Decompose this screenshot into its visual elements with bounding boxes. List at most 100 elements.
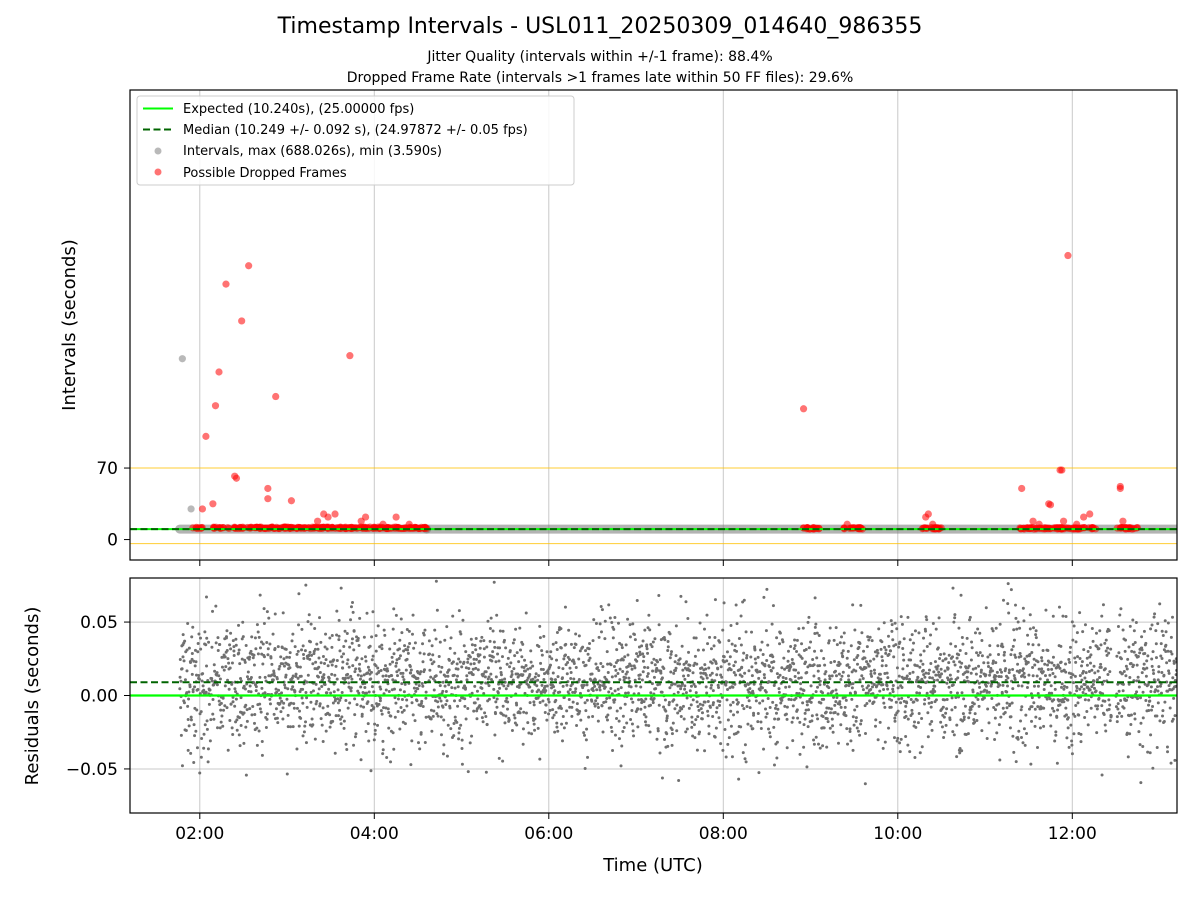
residual-point xyxy=(280,646,284,650)
residual-point xyxy=(956,676,960,680)
legend: Expected (10.240s), (25.00000 fps) Media… xyxy=(136,95,575,186)
residual-point xyxy=(402,649,406,653)
residual-point xyxy=(522,665,526,669)
residual-point xyxy=(514,627,518,631)
residual-point xyxy=(1091,639,1095,643)
residual-point xyxy=(1079,740,1083,744)
residual-point xyxy=(709,683,713,687)
residual-point xyxy=(1026,660,1030,664)
residual-point xyxy=(792,646,796,650)
residual-point xyxy=(573,690,577,694)
residual-point xyxy=(402,678,406,682)
residual-point xyxy=(834,626,838,630)
residual-point xyxy=(1105,653,1109,657)
residual-point xyxy=(290,687,294,691)
residual-point xyxy=(678,662,682,666)
residual-point xyxy=(305,696,309,700)
residual-point xyxy=(840,674,844,678)
residual-point xyxy=(530,732,534,736)
residual-point xyxy=(496,652,500,656)
residual-point xyxy=(467,666,471,670)
residual-point xyxy=(492,580,496,584)
residual-point xyxy=(703,700,707,704)
residual-point xyxy=(300,648,304,652)
residual-point xyxy=(801,701,805,705)
residual-point xyxy=(692,723,696,727)
residual-point xyxy=(1023,675,1027,679)
residual-point xyxy=(523,691,527,695)
residual-point xyxy=(380,712,384,716)
residual-point xyxy=(916,676,920,680)
residual-point xyxy=(350,637,354,641)
residual-point xyxy=(393,696,397,700)
residual-point xyxy=(201,672,205,676)
residual-point xyxy=(1009,588,1013,592)
residual-point xyxy=(638,673,642,677)
residual-point xyxy=(851,682,855,686)
residual-point xyxy=(320,685,324,689)
residual-point xyxy=(629,685,633,689)
residual-point xyxy=(424,696,428,700)
residual-point xyxy=(750,674,754,678)
dropped-frame-point xyxy=(287,497,296,505)
dropped-frame-point xyxy=(1080,523,1088,532)
residual-point xyxy=(951,683,955,687)
residual-point xyxy=(968,615,972,619)
residual-point xyxy=(827,686,831,690)
residual-point xyxy=(924,629,928,633)
residual-point xyxy=(729,724,733,728)
residual-point xyxy=(756,711,760,715)
dropped-frame-point xyxy=(1119,517,1127,525)
residual-point xyxy=(1136,697,1140,701)
residual-point xyxy=(358,616,362,620)
residual-point xyxy=(398,727,402,731)
residual-point xyxy=(901,653,905,657)
residual-point xyxy=(197,673,201,677)
residual-point xyxy=(560,739,564,743)
residual-point xyxy=(578,691,582,695)
residual-point xyxy=(643,628,647,632)
residual-point xyxy=(971,667,975,671)
residual-point xyxy=(793,644,797,648)
residual-point xyxy=(274,707,278,711)
residual-point xyxy=(840,651,844,655)
residual-point xyxy=(574,643,578,647)
residual-point xyxy=(508,665,512,669)
residual-point xyxy=(655,668,659,672)
residual-point xyxy=(450,686,454,690)
residual-point xyxy=(564,663,568,667)
residual-point xyxy=(641,659,645,663)
residual-point xyxy=(253,713,257,717)
residual-point xyxy=(1062,684,1066,688)
dropped-frame-point xyxy=(198,505,207,513)
residual-point xyxy=(528,673,532,677)
residual-point xyxy=(1061,614,1065,618)
residual-point xyxy=(748,706,752,710)
residual-point xyxy=(640,644,644,648)
residual-point xyxy=(785,717,789,721)
subtitle-jitter-quality: Jitter Quality (intervals within +/-1 fr… xyxy=(427,49,773,65)
residual-point xyxy=(206,747,210,751)
residual-point xyxy=(988,673,992,677)
residual-point xyxy=(612,627,616,631)
residual-point xyxy=(919,653,923,657)
residual-point xyxy=(273,646,277,650)
residual-point xyxy=(1011,734,1015,738)
residual-point xyxy=(408,665,412,669)
residual-point xyxy=(932,678,936,682)
residual-point xyxy=(394,661,398,665)
residual-point xyxy=(1170,652,1174,656)
residual-point xyxy=(487,697,491,701)
residual-point xyxy=(1012,750,1016,754)
residual-point xyxy=(1030,705,1034,709)
residual-point xyxy=(800,732,804,736)
residual-point xyxy=(1102,679,1106,683)
residual-point xyxy=(1032,684,1036,688)
residual-point xyxy=(470,691,474,695)
residual-point xyxy=(404,668,408,672)
residual-point xyxy=(431,714,435,718)
residual-point xyxy=(291,685,295,689)
residual-point xyxy=(252,663,256,667)
residual-point xyxy=(255,743,259,747)
residual-point xyxy=(786,659,790,663)
